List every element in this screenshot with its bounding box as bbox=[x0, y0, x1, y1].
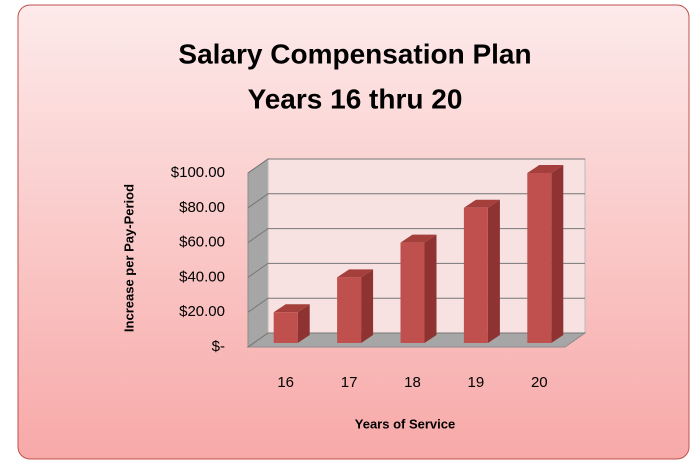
y-tick-label: $100.00 bbox=[171, 164, 225, 181]
x-tick-label: 20 bbox=[531, 374, 548, 391]
bar-side bbox=[424, 234, 437, 343]
y-tick-label: $60.00 bbox=[179, 234, 225, 251]
y-tick-label: $20.00 bbox=[179, 303, 225, 320]
bar-side bbox=[487, 199, 500, 343]
chart-subtitle: Years 16 thru 20 bbox=[248, 83, 463, 114]
x-tick-label: 16 bbox=[277, 374, 294, 391]
bar-front bbox=[400, 242, 425, 343]
bar-front bbox=[337, 277, 362, 343]
bar bbox=[400, 234, 437, 343]
bar-top bbox=[273, 304, 310, 313]
bar bbox=[273, 304, 310, 343]
x-tick-label: 19 bbox=[468, 374, 485, 391]
bar-side bbox=[551, 165, 564, 343]
y-tick-label: $80.00 bbox=[179, 199, 225, 216]
chart-title: Salary Compensation Plan bbox=[178, 38, 531, 69]
bar-top bbox=[463, 199, 500, 208]
bar-top bbox=[400, 234, 437, 243]
y-tick-label: $- bbox=[212, 338, 225, 355]
y-axis-title: Increase per Pay-Period bbox=[121, 184, 136, 332]
y-tick-label: $40.00 bbox=[179, 268, 225, 285]
x-axis-title: Years of Service bbox=[355, 416, 455, 431]
plot-area: $- $20.00 $40.00 $60.00 $80.00 $100.00 16 17 18 1… bbox=[171, 158, 587, 391]
grid-line bbox=[247, 193, 585, 209]
bar-front bbox=[273, 312, 298, 343]
bar-front bbox=[527, 173, 552, 343]
bar bbox=[527, 165, 564, 343]
bar bbox=[337, 269, 374, 343]
grid-line bbox=[247, 158, 585, 174]
bar-front bbox=[463, 207, 488, 343]
bar-top bbox=[337, 269, 374, 278]
bar-side bbox=[361, 269, 374, 343]
bar-side bbox=[297, 304, 310, 343]
x-tick-label: 17 bbox=[341, 374, 358, 391]
bar-top bbox=[527, 165, 564, 173]
bar bbox=[463, 199, 500, 343]
side-wall bbox=[247, 158, 269, 348]
x-tick-label: 18 bbox=[404, 374, 421, 391]
